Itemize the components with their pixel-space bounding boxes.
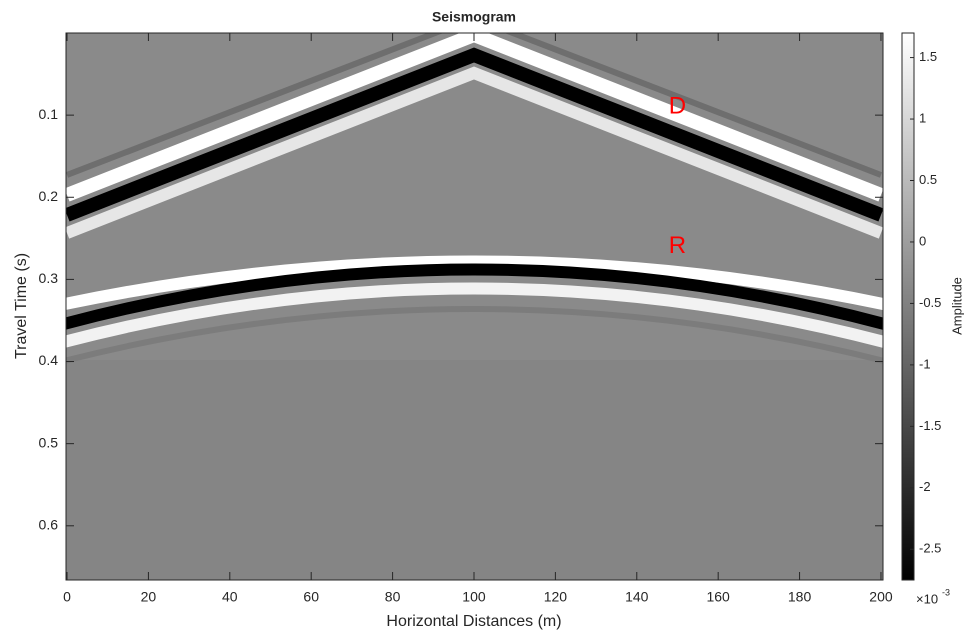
colorbar: [901, 32, 915, 581]
image: [66, 33, 883, 580]
y-tick-label: 0.3: [39, 270, 59, 286]
colorbar-label: Amplitude: [949, 277, 964, 335]
x-tick-label: 20: [141, 589, 157, 605]
y-axis-label: Travel Time (s): [13, 253, 30, 359]
wavefront: [66, 282, 883, 348]
wavefront: [66, 33, 883, 178]
y-tick-label: 0.2: [39, 188, 59, 204]
y-tick-label: 0.5: [39, 434, 59, 450]
x-tick-label: 40: [222, 589, 238, 605]
wavefront: [66, 255, 883, 311]
colorbar-multiplier-power: -3: [942, 587, 950, 597]
colorbar-tick-label: 0: [919, 233, 926, 248]
colorbar-multiplier: ×10: [916, 591, 938, 606]
x-tick-label: 160: [706, 589, 730, 605]
y-tick-label: 0.1: [39, 106, 59, 122]
annotation: D: [669, 92, 686, 119]
wavefront: [66, 66, 883, 239]
x-axis-label: Horizontal Distances (m): [386, 613, 561, 630]
reflected-wave: [66, 255, 883, 364]
x-tick-label: 120: [544, 589, 568, 605]
colorbar-tick-label: -0.5: [919, 295, 941, 310]
x-tick-label: 140: [625, 589, 649, 605]
wavefront: [66, 306, 883, 364]
x-tick-label: 100: [462, 589, 486, 605]
y-tick-label: 0.6: [39, 516, 59, 532]
colorbar-tick-label: 1.5: [919, 49, 937, 64]
wavefront: [66, 47, 883, 222]
x-tick-label: 200: [869, 589, 893, 605]
chart-title: Seismogram: [432, 9, 516, 25]
x-tick-label: 0: [63, 589, 71, 605]
wavefront: [66, 263, 883, 330]
x-tick-label: 60: [303, 589, 319, 605]
x-tick-label: 80: [385, 589, 401, 605]
colorbar-tick-label: 1: [919, 110, 926, 125]
colorbar-tick-label: -1: [919, 356, 931, 371]
colorbar-tick-label: -2.5: [919, 541, 941, 556]
plot-frame: [65, 32, 884, 581]
y-tick-label: 0.4: [39, 352, 59, 368]
x-tick-label: 180: [788, 589, 812, 605]
colorbar-tick-label: -2: [919, 479, 931, 494]
annotation: R: [669, 232, 686, 259]
direct-wave: [66, 33, 883, 239]
colorbar-tick-label: -1.5: [919, 418, 941, 433]
image-background: [66, 360, 883, 580]
colorbar-tick-label: 0.5: [919, 172, 937, 187]
